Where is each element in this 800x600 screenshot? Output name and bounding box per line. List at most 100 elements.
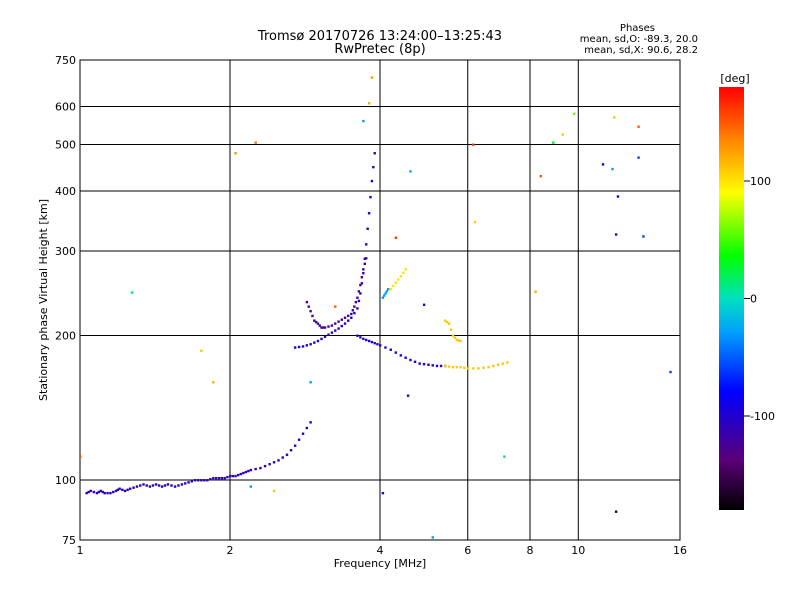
data-point bbox=[477, 367, 480, 370]
data-point bbox=[354, 300, 358, 304]
data-point bbox=[372, 165, 375, 169]
data-point bbox=[445, 320, 449, 324]
data-point bbox=[534, 290, 537, 293]
data-point bbox=[135, 485, 139, 488]
data-point bbox=[466, 367, 470, 370]
data-point bbox=[313, 319, 316, 322]
data-point bbox=[340, 318, 344, 321]
data-point bbox=[139, 484, 142, 487]
data-point bbox=[163, 484, 167, 487]
data-point bbox=[363, 262, 366, 266]
data-point bbox=[231, 474, 235, 478]
data-point bbox=[123, 489, 127, 493]
data-point bbox=[101, 490, 104, 494]
data-point bbox=[447, 365, 451, 368]
data-point bbox=[272, 489, 276, 493]
data-point bbox=[373, 341, 376, 345]
data-point bbox=[268, 462, 271, 466]
data-point bbox=[435, 364, 439, 368]
data-point bbox=[365, 257, 368, 260]
y-axis-ticks: 75 100 200 300 400 500 600 750 bbox=[55, 54, 76, 547]
data-point bbox=[242, 471, 245, 475]
data-point bbox=[422, 362, 426, 366]
data-point bbox=[293, 444, 297, 447]
colorbar-tick-label: 100 bbox=[750, 175, 771, 188]
data-point bbox=[503, 455, 506, 458]
data-point bbox=[234, 152, 237, 155]
data-point bbox=[366, 227, 369, 230]
data-point bbox=[118, 487, 121, 490]
data-point bbox=[392, 284, 395, 288]
data-point bbox=[160, 485, 164, 488]
x-tick-label: 16 bbox=[673, 544, 687, 557]
data-point bbox=[318, 324, 321, 327]
data-point bbox=[293, 346, 297, 349]
data-point bbox=[343, 322, 347, 325]
data-point bbox=[281, 456, 284, 459]
colorbar-gradient bbox=[719, 87, 744, 510]
data-point bbox=[601, 163, 605, 166]
grid-lines bbox=[80, 60, 680, 540]
data-point bbox=[367, 102, 371, 105]
data-point bbox=[637, 156, 640, 159]
data-point bbox=[455, 338, 459, 342]
data-point bbox=[359, 292, 362, 295]
data-point bbox=[356, 307, 359, 310]
data-point bbox=[87, 490, 90, 494]
data-point bbox=[212, 476, 215, 480]
data-point bbox=[289, 449, 293, 452]
data-point bbox=[365, 243, 368, 246]
data-point bbox=[381, 296, 385, 299]
data-point bbox=[451, 334, 455, 337]
data-point bbox=[370, 76, 374, 79]
data-point bbox=[337, 320, 340, 323]
data-point bbox=[472, 367, 475, 370]
data-point bbox=[330, 324, 334, 327]
data-point bbox=[254, 467, 257, 471]
data-point bbox=[496, 363, 500, 366]
data-point bbox=[259, 466, 262, 470]
data-point bbox=[386, 288, 390, 291]
data-point bbox=[116, 488, 120, 492]
phases-x-stats: mean, sd,X: 90.6, 28.2 bbox=[584, 45, 698, 56]
data-point bbox=[376, 343, 379, 346]
data-point bbox=[301, 432, 305, 435]
data-point bbox=[145, 484, 148, 487]
data-point bbox=[443, 319, 447, 322]
data-point bbox=[473, 220, 477, 224]
data-point bbox=[223, 476, 226, 480]
data-point bbox=[409, 170, 412, 173]
data-point bbox=[173, 485, 177, 488]
data-point bbox=[370, 179, 374, 183]
data-point bbox=[350, 312, 353, 316]
data-point bbox=[373, 152, 376, 155]
data-point bbox=[309, 343, 312, 346]
data-point bbox=[356, 334, 359, 337]
data-point bbox=[327, 325, 330, 328]
data-point bbox=[353, 311, 356, 315]
data-point bbox=[539, 174, 542, 178]
data-point bbox=[363, 257, 366, 260]
data-point bbox=[309, 309, 312, 313]
data-point bbox=[346, 314, 350, 318]
data-point bbox=[307, 305, 310, 308]
chart-title: Tromsø 20170726 13:24:00–13:25:43 bbox=[257, 29, 502, 44]
data-point bbox=[297, 438, 301, 441]
data-point bbox=[383, 294, 386, 297]
data-point bbox=[92, 490, 96, 494]
data-point bbox=[132, 486, 135, 489]
data-point bbox=[389, 348, 392, 351]
data-point bbox=[487, 365, 490, 369]
data-point bbox=[114, 489, 118, 493]
data-point bbox=[399, 354, 403, 357]
data-point bbox=[330, 331, 334, 334]
data-point bbox=[99, 489, 103, 493]
y-tick-label: 200 bbox=[55, 330, 76, 343]
plot-area: 1 2 4 6 8 10 16 75 100 200 300 400 500 600 750 bbox=[55, 54, 687, 557]
data-point bbox=[314, 320, 318, 324]
data-point bbox=[359, 336, 362, 339]
phases-o-stats: mean, sd,O: -89.3, 20.0 bbox=[580, 34, 698, 45]
data-point bbox=[406, 394, 410, 397]
data-point bbox=[200, 479, 203, 482]
data-point bbox=[404, 356, 407, 359]
